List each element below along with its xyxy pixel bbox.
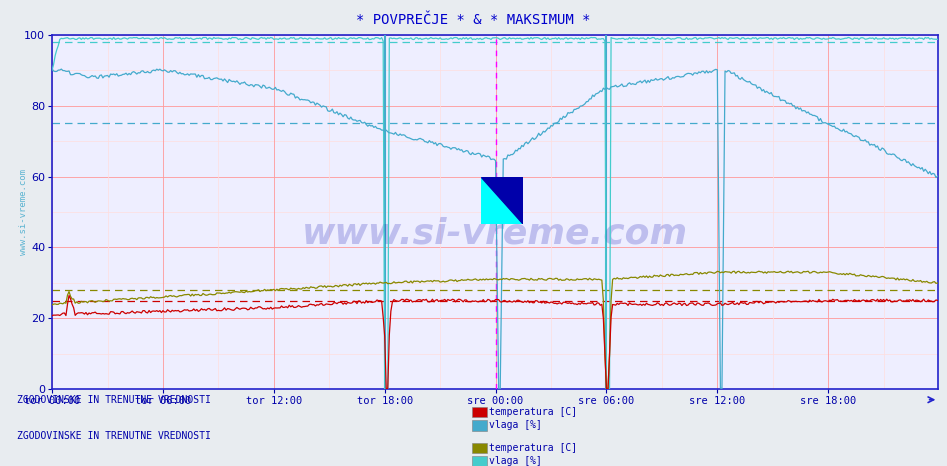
Text: ZGODOVINSKE IN TRENUTNE VREDNOSTI: ZGODOVINSKE IN TRENUTNE VREDNOSTI — [17, 431, 211, 441]
Text: www.si-vreme.com: www.si-vreme.com — [302, 216, 688, 250]
Polygon shape — [481, 177, 523, 224]
Text: ZGODOVINSKE IN TRENUTNE VREDNOSTI: ZGODOVINSKE IN TRENUTNE VREDNOSTI — [17, 395, 211, 405]
Polygon shape — [481, 177, 523, 224]
Text: www.si-vreme.com: www.si-vreme.com — [19, 169, 28, 255]
Text: * POVPREČJE * & * MAKSIMUM *: * POVPREČJE * & * MAKSIMUM * — [356, 13, 591, 27]
Text: vlaga [%]: vlaga [%] — [489, 420, 542, 431]
Text: temperatura [C]: temperatura [C] — [489, 407, 577, 417]
Text: temperatura [C]: temperatura [C] — [489, 443, 577, 453]
Text: vlaga [%]: vlaga [%] — [489, 456, 542, 466]
Polygon shape — [481, 177, 523, 224]
